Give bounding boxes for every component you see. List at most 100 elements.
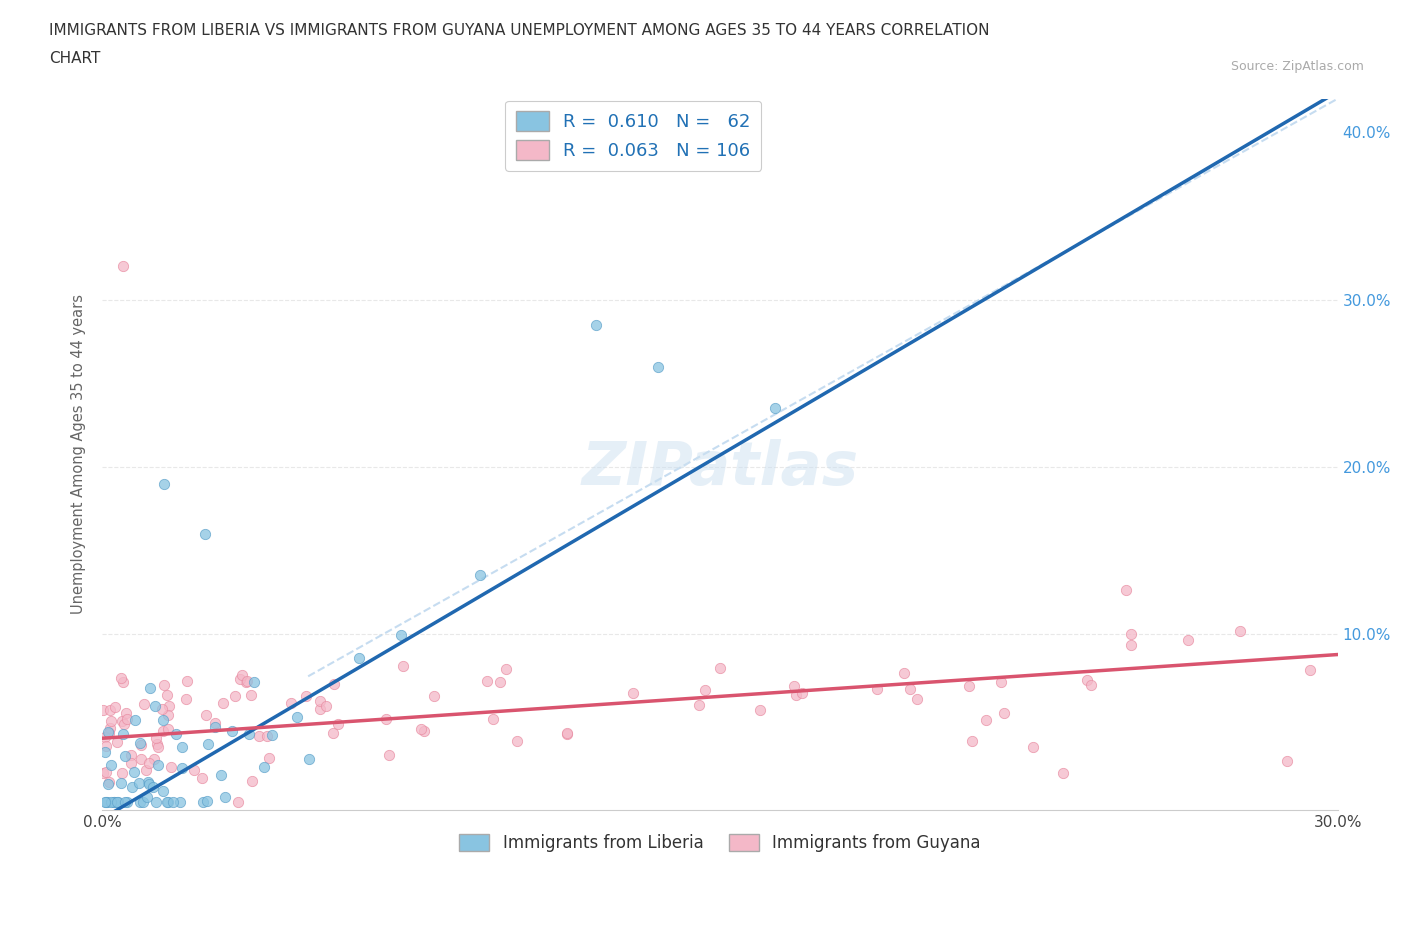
Point (235, 674, 257, 689)
Point (148, 739, 170, 754)
Point (103, 794, 125, 809)
Point (160, 760, 183, 775)
Point (1277, 753, 1299, 768)
Point (128, 736, 150, 751)
Point (121, 779, 143, 794)
Point (748, 702, 770, 717)
Point (97, 725, 120, 740)
Point (328, 717, 350, 732)
Point (129, 751, 152, 766)
Point (865, 682, 887, 697)
Point (191, 771, 214, 786)
Point (1298, 662, 1320, 677)
Point (256, 728, 278, 743)
Text: Source: ZipAtlas.com: Source: ZipAtlas.com (1230, 60, 1364, 73)
Point (194, 708, 217, 723)
Point (94, 738, 117, 753)
Point (1229, 623, 1251, 638)
Point (204, 715, 226, 730)
Point (960, 734, 983, 749)
Point (153, 476, 176, 491)
Point (176, 691, 198, 706)
Point (391, 658, 413, 673)
Point (157, 708, 180, 723)
Point (1076, 673, 1098, 688)
Point (204, 720, 226, 735)
Point (239, 687, 262, 702)
Point (115, 794, 138, 809)
Y-axis label: Unemployment Among Ages 35 to 44 years: Unemployment Among Ages 35 to 44 years (72, 295, 86, 615)
Point (152, 712, 174, 727)
Point (236, 674, 259, 689)
Point (128, 794, 150, 809)
Point (212, 696, 235, 711)
Point (104, 700, 127, 715)
Point (124, 712, 146, 727)
Point (214, 790, 236, 804)
Point (150, 701, 173, 716)
Point (94, 745, 117, 760)
Point (259, 751, 281, 765)
Point (506, 734, 529, 749)
Point (475, 673, 498, 688)
Text: CHART: CHART (49, 51, 101, 66)
Point (97, 777, 120, 791)
Point (957, 679, 980, 694)
Point (243, 674, 266, 689)
Point (100, 713, 122, 728)
Point (138, 775, 160, 790)
Point (94, 764, 117, 779)
Point (195, 793, 218, 808)
Point (411, 722, 433, 737)
Point (107, 794, 129, 809)
Point (170, 739, 193, 754)
Point (231, 668, 253, 683)
Point (120, 755, 142, 770)
Point (132, 794, 155, 809)
Point (146, 737, 169, 751)
Point (907, 692, 929, 707)
Point (224, 688, 246, 703)
Point (191, 794, 214, 809)
Point (122, 764, 145, 779)
Point (470, 568, 492, 583)
Point (298, 751, 321, 766)
Legend: Immigrants from Liberia, Immigrants from Guyana: Immigrants from Liberia, Immigrants from… (453, 828, 987, 858)
Point (94, 794, 117, 809)
Point (169, 794, 191, 809)
Point (197, 737, 219, 751)
Point (139, 681, 162, 696)
Point (693, 683, 716, 698)
Point (152, 783, 174, 798)
Point (209, 767, 232, 782)
Point (1119, 627, 1142, 642)
Point (135, 790, 157, 804)
Point (98, 775, 121, 790)
Point (555, 726, 578, 741)
Point (238, 726, 260, 741)
Point (110, 671, 132, 685)
Point (1052, 765, 1074, 780)
Point (132, 697, 155, 711)
Point (145, 731, 167, 746)
Point (120, 748, 142, 763)
Point (1115, 582, 1137, 597)
Text: ZIPatlas: ZIPatlas (581, 439, 859, 498)
Point (423, 689, 446, 704)
Point (96, 794, 118, 809)
Point (688, 698, 710, 713)
Point (98, 721, 121, 736)
Point (157, 794, 180, 809)
Point (162, 794, 184, 809)
Point (128, 776, 150, 790)
Point (111, 713, 134, 728)
Point (323, 676, 346, 691)
Point (194, 526, 217, 541)
Point (100, 702, 122, 717)
Point (1177, 632, 1199, 647)
Point (974, 712, 997, 727)
Point (226, 794, 249, 809)
Point (993, 706, 1015, 721)
Point (647, 359, 669, 374)
Point (349, 651, 371, 666)
